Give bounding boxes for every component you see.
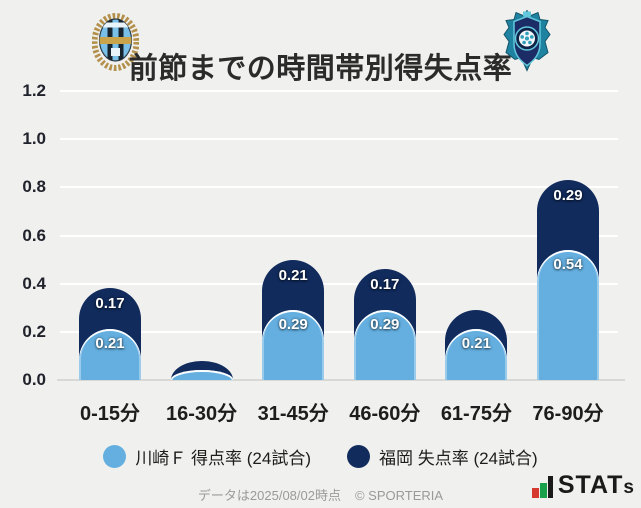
kawasaki-bar-0-15分 <box>79 329 141 380</box>
legend-item-fukuoka: 福岡 失点率 (24試合) <box>347 444 538 469</box>
bar-group-31-45分: 0.21 0.29 <box>262 259 325 380</box>
kawasaki-legend-swatch-icon <box>103 445 127 468</box>
y-tick-label: 0.2 <box>22 321 46 341</box>
gridline-1.0 <box>60 138 618 141</box>
x-axis-label-61-75分: 61-75分 <box>440 403 512 425</box>
kawasaki-frontale-crest-icon <box>92 13 139 71</box>
gridline-0.2 <box>60 330 618 333</box>
kawasaki-bar-value-label: 0.21 <box>461 335 491 353</box>
chart-legend: 川崎Ｆ 得点率 (24試合) 福岡 失点率 (24試合) <box>0 444 641 469</box>
kawasaki-bar-76-90分 <box>537 249 599 380</box>
fukuoka-legend-swatch-icon <box>347 445 370 468</box>
kawasaki-bar-16-30分 <box>170 370 233 380</box>
x-axis-label-46-60分: 46-60分 <box>349 403 421 425</box>
page-title: 前節までの時間帯別得失点率 <box>128 53 513 86</box>
fukuoka-bar-value-label: 0.29 <box>553 187 583 205</box>
data-footnote: データは2025/08/02時点 © SPORTERIA <box>0 485 641 504</box>
x-axis-label-0-15分: 0-15分 <box>79 403 141 425</box>
kawasaki-bar-value-label: 0.54 <box>553 255 583 273</box>
x-axis-labels: 0-15分 16-30分 31-45分 46-60分 61-75分 76-90分 <box>0 397 641 427</box>
kawasaki-bar-61-75分 <box>445 329 508 380</box>
bar-group-61-75分: 0.21 <box>445 310 508 380</box>
bar-group-46-60分: 0.17 0.29 <box>353 269 416 380</box>
avispa-fukuoka-crest-icon <box>503 9 551 72</box>
x-axis-baseline <box>57 379 625 381</box>
legend-label-kawasaki: 川崎Ｆ 得点率 (24試合) <box>135 449 311 468</box>
y-tick-label: 0.4 <box>22 273 46 293</box>
gridline-0.4 <box>60 282 618 285</box>
x-axis-label-31-45分: 31-45分 <box>257 403 329 425</box>
y-tick-label: 1.2 <box>22 81 46 100</box>
y-tick-label: 0.8 <box>22 177 46 197</box>
chart-plot-area: 0.0 0.2 0.4 0.6 0.8 1.0 1.2 0.17 0.21 0.21 0.29 0.1… <box>0 82 641 389</box>
stats-logo-text: STATs <box>557 471 635 499</box>
bar-group-16-30分 <box>170 360 233 380</box>
gridline-0.6 <box>60 234 618 237</box>
kawasaki-bar-value-label: 0.29 <box>278 316 308 334</box>
kawasaki-bar-46-60分 <box>353 310 416 380</box>
data-date-note: データは2025/08/02時点 <box>197 488 341 503</box>
bar-group-76-90分: 0.29 0.54 <box>537 180 599 380</box>
kawasaki-bar-value-label: 0.21 <box>95 335 125 353</box>
y-tick-label: 0.6 <box>22 225 46 245</box>
fukuoka-bar-value-label: 0.17 <box>370 276 400 294</box>
y-tick-label: 1.0 <box>22 129 46 149</box>
legend-item-kawasaki: 川崎Ｆ 得点率 (24試合) <box>103 444 311 469</box>
gridline-0.8 <box>60 186 618 189</box>
copyright: © SPORTERIA <box>354 488 444 503</box>
kawasaki-bar-31-45分 <box>262 310 325 380</box>
kawasaki-bar-value-label: 0.29 <box>370 316 400 334</box>
stats-logo: STATs <box>531 471 635 501</box>
y-tick-label: 0.0 <box>22 370 46 389</box>
bar-group-0-15分: 0.17 0.21 <box>79 288 141 380</box>
legend-label-fukuoka: 福岡 失点率 (24試合) <box>379 449 538 468</box>
x-axis-label-16-30分: 16-30分 <box>166 403 238 425</box>
gridline-1.2 <box>60 90 618 92</box>
fukuoka-bar-value-label: 0.17 <box>95 295 125 313</box>
fukuoka-bar-value-label: 0.21 <box>278 266 308 284</box>
x-axis-label-76-90分: 76-90分 <box>532 403 604 425</box>
bar-chart-logo-icon <box>531 476 553 501</box>
